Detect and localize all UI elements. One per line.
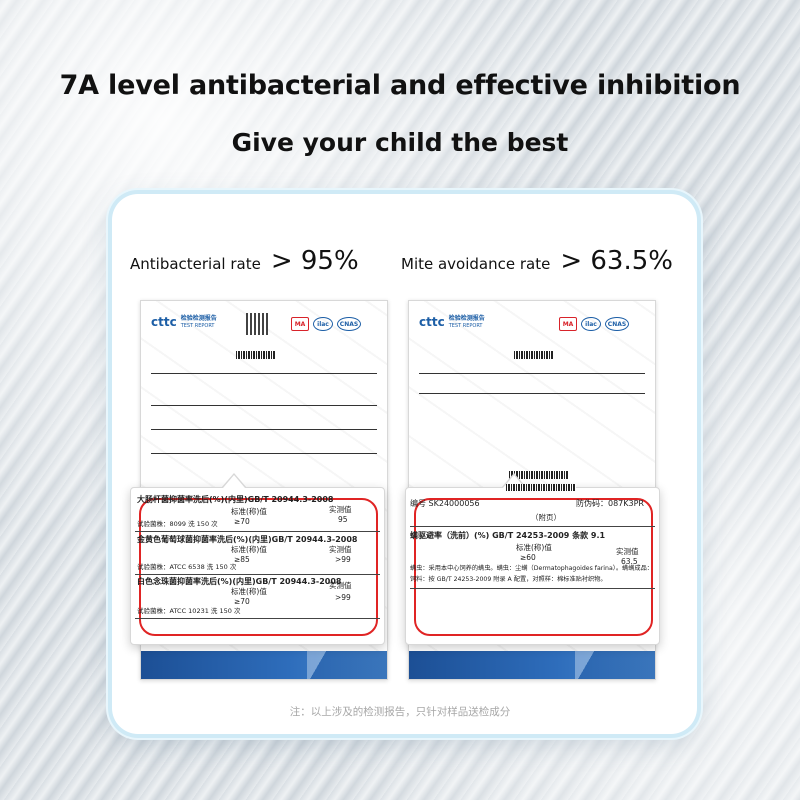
divider <box>419 393 645 394</box>
ma-seal-icon: MA <box>559 317 577 331</box>
row3-title: 白色念珠菌抑菌率洗后(%)(内里)GB/T 20944.3-2008 <box>137 577 342 586</box>
divider <box>135 531 380 532</box>
highlight-outline <box>139 498 378 636</box>
divider <box>135 618 380 619</box>
cnas-seal-icon: CNAS <box>605 317 629 331</box>
row1-std: ≥70 <box>234 517 250 526</box>
ma-seal-icon: MA <box>291 317 309 331</box>
appendix-label: （附页） <box>531 513 561 522</box>
row2-note: 试验菌株：ATCC 6538 洗 150 次 <box>137 563 237 571</box>
divider <box>151 453 377 454</box>
mite-avoidance-rate: Mite avoidance rate > 63.5% <box>401 246 673 276</box>
mite-note-2: 饲料：按 GB/T 24253-2009 附录 A 配置，对照样：棉标准贴衬织物… <box>410 576 607 583</box>
report-footer <box>141 651 387 679</box>
mite-std: ≥60 <box>520 553 536 562</box>
mite-avoidance-rate-label: Mite avoidance rate <box>401 255 551 273</box>
cttc-logo: cttc <box>151 315 177 329</box>
logo-en-text: TEST REPORT <box>448 322 483 329</box>
row1-std-label: 标准(称)值 <box>231 507 267 516</box>
antibacterial-rate-value: > 95% <box>270 246 359 276</box>
report-number: 编号 SK24000056 <box>410 499 480 508</box>
logo-en-text: TEST REPORT <box>180 322 215 329</box>
divider <box>419 373 645 374</box>
divider <box>135 574 380 575</box>
row1-note: 试验菌株：8099 洗 150 次 <box>137 520 218 528</box>
headline-line2: Give your child the best <box>231 128 569 157</box>
row1-measured-label: 实测值 <box>329 505 352 514</box>
divider <box>410 526 655 527</box>
mite-note-1: 螨虫：采用本中心饲养的螨虫。螨虫：尘螨（Dermatophagoides far… <box>410 565 653 572</box>
barcode-icon <box>509 471 569 479</box>
mite-row-title: 螨驱避率（洗前）(%) GB/T 24253-2009 条款 9.1 <box>410 531 606 540</box>
cnas-seal-icon: CNAS <box>337 317 361 331</box>
callout-pointer <box>221 473 247 488</box>
logo-cn-text: 检验检测报告 <box>180 315 217 323</box>
barcode-icon <box>506 484 576 491</box>
antibacterial-rate-label: Antibacterial rate <box>130 255 261 273</box>
report-logo: cttc 检验检测报告 TEST REPORT <box>151 315 217 329</box>
barcode-icon <box>236 351 276 359</box>
row2-measured: >99 <box>335 555 351 564</box>
highlight-outline <box>414 498 653 636</box>
mite-measured: 63.5 <box>621 557 638 566</box>
ilac-seal-icon: ilac <box>313 317 333 331</box>
anti-fake-code: 防伪码：087K3PR <box>576 499 644 508</box>
row3-std: ≥70 <box>234 597 250 606</box>
divider <box>410 588 655 589</box>
qr-code-icon <box>246 313 268 335</box>
logo-cn-text: 检验检测报告 <box>448 315 485 323</box>
row3-std-label: 标准(称)值 <box>231 587 267 596</box>
mite-measured-label: 实测值 <box>616 547 639 556</box>
row3-note: 试验菌株：ATCC 10231 洗 150 次 <box>137 607 241 615</box>
antibacterial-rate: Antibacterial rate > 95% <box>130 246 359 276</box>
row3-measured: >99 <box>335 593 351 602</box>
mite-std-label: 标准(称)值 <box>516 543 552 552</box>
headline-line1: 7A level antibacterial and effective inh… <box>59 70 741 101</box>
row2-std-label: 标准(称)值 <box>231 545 267 554</box>
row1-title: 大肠杆菌抑菌率洗后(%)(内里)GB/T 20944.3-2008 <box>137 495 334 504</box>
ilac-seal-icon: ilac <box>581 317 601 331</box>
row2-measured-label: 实测值 <box>329 545 352 554</box>
report-footer <box>409 651 655 679</box>
barcode-icon <box>514 351 554 359</box>
antibacterial-zoom-callout: 大肠杆菌抑菌率洗后(%)(内里)GB/T 20944.3-2008 标准(称)值… <box>130 473 385 645</box>
divider <box>151 373 377 374</box>
row1-measured: 95 <box>338 515 348 524</box>
report-logo: cttc 检验检测报告 TEST REPORT <box>419 315 485 329</box>
row2-title: 金黄色葡萄球菌抑菌率洗后(%)(内里)GB/T 20944.3-2008 <box>137 535 358 544</box>
footnote: 注：以上涉及的检测报告，只针对样品送检成分 <box>289 706 511 718</box>
row2-std: ≥85 <box>234 555 250 564</box>
mite-zoom-callout: 编号 SK24000056 防伪码：087K3PR （附页） 螨驱避率（洗前）(… <box>405 473 660 645</box>
cttc-logo: cttc <box>419 315 445 329</box>
divider <box>151 405 377 406</box>
mite-avoidance-rate-value: > 63.5% <box>560 246 673 276</box>
divider <box>151 429 377 430</box>
row3-measured-label: 实测值 <box>329 581 352 590</box>
